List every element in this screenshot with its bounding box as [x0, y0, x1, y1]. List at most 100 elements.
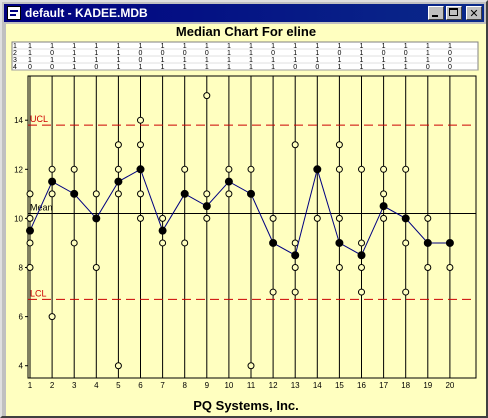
limit-label-lcl: LCL — [30, 288, 47, 298]
table-cell: 1 — [94, 43, 98, 50]
table-cell: 0 — [94, 64, 98, 71]
table-cell: 1 — [271, 64, 275, 71]
observation-point — [358, 288, 365, 296]
observation-point — [358, 264, 365, 272]
table-cell: 1 — [72, 57, 76, 64]
table-cell: 1 — [426, 43, 430, 50]
table-cell: 0 — [382, 50, 386, 57]
median-point — [158, 226, 167, 235]
table-cell: 1 — [360, 43, 364, 50]
observation-point — [358, 239, 365, 247]
observation-point — [269, 288, 277, 296]
table-cell: 0 — [426, 64, 430, 71]
median-point — [70, 189, 79, 198]
observation-point — [291, 264, 299, 272]
x-tick-label: 17 — [379, 381, 388, 390]
x-tick-label: 9 — [205, 381, 210, 390]
observation-point — [137, 190, 144, 198]
table-cell: 0 — [50, 64, 54, 71]
x-tick-label: 19 — [423, 381, 432, 390]
table-cell: 1 — [382, 43, 386, 50]
y-tick-label: 4 — [19, 362, 24, 371]
median-point — [224, 177, 233, 186]
y-tick-label: 8 — [19, 264, 24, 273]
table-cell: 1 — [249, 43, 253, 50]
observation-point — [291, 239, 299, 247]
observation-point — [181, 239, 189, 247]
limit-label-mean: Mean — [30, 202, 53, 212]
x-tick-label: 20 — [445, 381, 454, 390]
table-cell: 1 — [227, 43, 231, 50]
table-cell: 1 — [315, 57, 319, 64]
x-tick-label: 3 — [72, 381, 77, 390]
table-cell: 0 — [448, 64, 452, 71]
observation-point — [114, 165, 122, 173]
table-cell: 1 — [72, 64, 76, 71]
median-point — [247, 189, 255, 198]
table-cell: 0 — [448, 50, 452, 57]
observation-point — [26, 190, 34, 198]
median-series-line — [29, 167, 450, 256]
table-cell: 1 — [448, 43, 452, 50]
observation-point — [137, 116, 144, 124]
observation-point — [114, 190, 122, 198]
table-cell: 1 — [116, 50, 120, 57]
median-point — [335, 238, 344, 247]
table-cell: 1 — [315, 50, 319, 57]
table-cell: 1 — [28, 43, 32, 50]
table-cell: 0 — [315, 64, 319, 71]
observation-point — [203, 190, 211, 198]
observation-point — [159, 239, 167, 247]
table-cell: 1 — [161, 43, 165, 50]
table-cell: 1 — [293, 43, 297, 50]
table-cell: 1 — [271, 43, 275, 50]
chart-title: Median Chart For eline — [175, 24, 317, 39]
observation-point — [335, 165, 343, 173]
table-cell: 1 — [28, 50, 32, 57]
observation-point — [247, 362, 255, 370]
table-cell: 1 — [139, 43, 143, 50]
document-icon[interactable] — [7, 6, 21, 20]
maximize-button[interactable] — [446, 6, 462, 20]
x-tick-label: 13 — [291, 381, 300, 390]
minimize-button[interactable] — [428, 6, 444, 20]
observation-point — [335, 141, 343, 149]
table-cell: 0 — [293, 64, 297, 71]
table-cell: 1 — [94, 50, 98, 57]
observation-point — [446, 264, 454, 272]
title-bar[interactable]: default - KADEE.MDB ✕ — [4, 4, 484, 22]
table-cell: 1 — [50, 43, 54, 50]
window-title: default - KADEE.MDB — [25, 6, 148, 20]
table-cell: 1 — [382, 57, 386, 64]
minimize-icon — [432, 15, 438, 17]
x-tick-label: 8 — [182, 381, 187, 390]
table-cell: 1 — [249, 57, 253, 64]
observation-point — [269, 214, 277, 222]
median-point — [202, 202, 211, 211]
observation-point — [114, 141, 122, 149]
table-cell: 1 — [116, 57, 120, 64]
observation-point — [26, 264, 34, 272]
x-tick-label: 5 — [116, 381, 121, 390]
table-cell: 0 — [404, 50, 408, 57]
table-cell: 1 — [404, 64, 408, 71]
observation-point — [380, 214, 388, 222]
table-cell: 1 — [205, 43, 209, 50]
observation-point — [424, 214, 432, 222]
table-cell: 1 — [293, 57, 297, 64]
median-point — [313, 165, 322, 174]
close-button[interactable]: ✕ — [466, 6, 482, 20]
x-tick-label: 2 — [50, 381, 55, 390]
x-tick-label: 7 — [160, 381, 165, 390]
table-row-label: 2 — [13, 50, 17, 57]
median-point — [445, 238, 454, 247]
limit-label-ucl: UCL — [30, 114, 48, 124]
table-cell: 1 — [116, 43, 120, 50]
median-point — [26, 226, 34, 235]
median-point — [401, 214, 410, 223]
table-cell: 1 — [161, 57, 165, 64]
table-cell: 1 — [360, 50, 364, 57]
y-tick-label: 14 — [14, 116, 23, 125]
